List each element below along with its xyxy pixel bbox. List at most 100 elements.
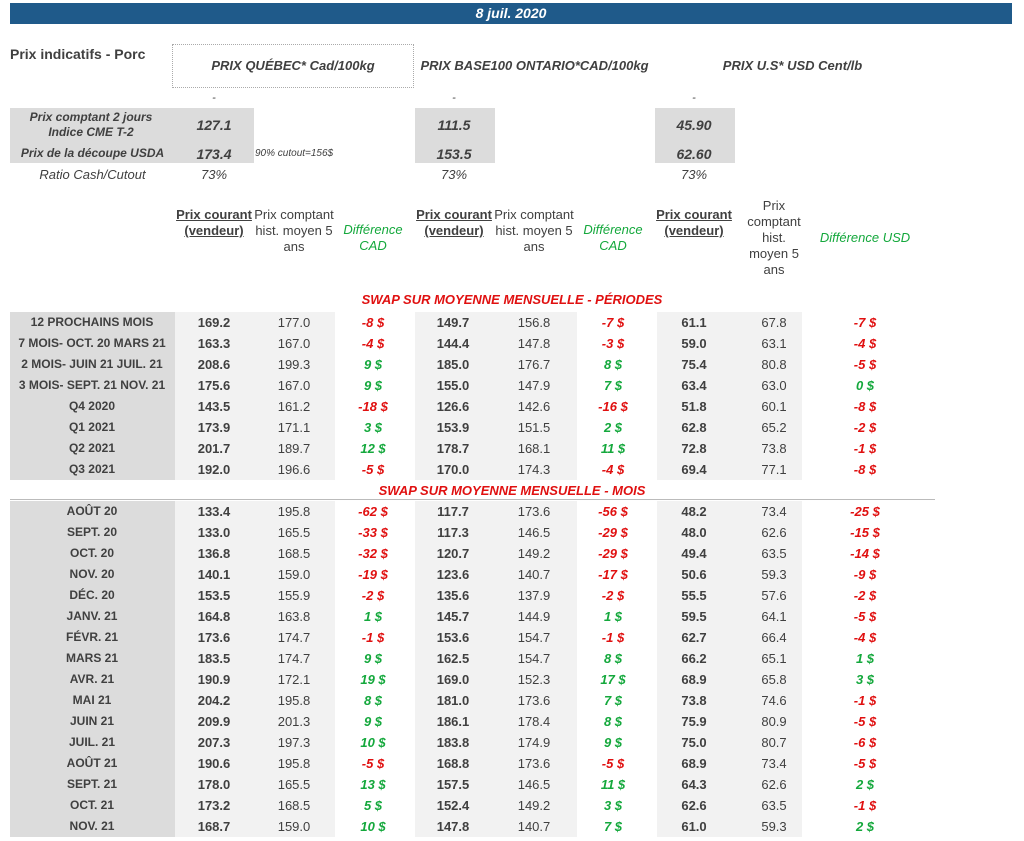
hist-avg-price: 73.4 xyxy=(761,504,787,519)
hist-avg-price: 142.6 xyxy=(517,399,551,414)
difference: -2 $ xyxy=(361,588,385,603)
hist-avg-price: 59.3 xyxy=(761,819,787,834)
summary-cutout: 62.60 xyxy=(676,146,712,162)
difference: 12 $ xyxy=(360,441,386,456)
difference: -33 $ xyxy=(358,525,388,540)
row-label: Q2 2021 xyxy=(68,441,116,455)
hist-avg-price: 195.8 xyxy=(277,504,311,519)
hist-avg-price: 65.2 xyxy=(761,420,787,435)
current-price: 63.4 xyxy=(681,378,707,393)
hist-avg-price: 80.8 xyxy=(761,357,787,372)
hist-avg-price: 147.9 xyxy=(517,378,551,393)
hist-avg-price: 147.8 xyxy=(517,336,551,351)
row-label: 12 PROCHAINS MOIS xyxy=(30,315,154,329)
row-label: MARS 21 xyxy=(65,651,118,665)
current-price: 75.9 xyxy=(681,714,707,729)
table-row: FÉVR. 21 173.6 174.7 -1 $ 153.6 154.7 -1 $ 62.7… xyxy=(0,627,1024,648)
row-label: 3 MOIS- SEPT. 21 NOV. 21 xyxy=(18,378,166,392)
difference: 7 $ xyxy=(603,378,623,393)
hist-avg-price: 174.7 xyxy=(277,651,311,666)
difference: -7 $ xyxy=(601,315,625,330)
current-price: 133.4 xyxy=(197,504,231,519)
difference: -15 $ xyxy=(850,525,880,540)
difference: -18 $ xyxy=(358,399,388,414)
difference: 0 $ xyxy=(855,378,875,393)
label-ratio: Ratio Cash/Cutout xyxy=(39,167,146,182)
difference: -6 $ xyxy=(853,735,877,750)
difference: -14 $ xyxy=(850,546,880,561)
hist-avg-price: 62.6 xyxy=(761,525,787,540)
difference: 3 $ xyxy=(603,798,623,813)
cutout-note: 90% cutout=156$ xyxy=(255,148,334,159)
row-label: FÉVR. 21 xyxy=(65,630,119,644)
difference: -2 $ xyxy=(853,588,877,603)
row-label: 2 MOIS- JUIN 21 JUIL. 21 xyxy=(21,357,163,371)
difference: 8 $ xyxy=(363,693,383,708)
difference: 13 $ xyxy=(360,777,386,792)
difference: 3 $ xyxy=(855,672,875,687)
difference: 1 $ xyxy=(363,609,383,624)
table-row: SEPT. 20 133.0 165.5 -33 $ 117.3 146.5 -29 $ 48… xyxy=(0,522,1024,543)
row-label: DÉC. 20 xyxy=(69,588,115,602)
hist-avg-price: 189.7 xyxy=(277,441,311,456)
difference: 9 $ xyxy=(363,378,383,393)
column-header-current: Prix courant (vendeur) xyxy=(656,207,732,238)
difference: -1 $ xyxy=(361,630,385,645)
hist-avg-price: 152.3 xyxy=(517,672,551,687)
difference: -1 $ xyxy=(853,441,877,456)
hist-avg-price: 174.3 xyxy=(517,462,551,477)
hist-avg-price: 159.0 xyxy=(277,819,311,834)
hist-avg-price: 171.1 xyxy=(277,420,311,435)
difference: -16 $ xyxy=(598,399,628,414)
table-row: 7 MOIS- OCT. 20 MARS 21 163.3 167.0 -4 $ 144… xyxy=(0,333,1024,354)
current-price: 183.8 xyxy=(436,735,470,750)
hist-avg-price: 137.9 xyxy=(517,588,551,603)
current-price: 64.3 xyxy=(681,777,707,792)
difference: -5 $ xyxy=(853,357,877,372)
difference: -4 $ xyxy=(853,336,877,351)
row-label: SEPT. 20 xyxy=(66,525,118,539)
summary-cutout: 173.4 xyxy=(196,146,232,162)
hist-avg-price: 63.0 xyxy=(761,378,787,393)
table-row: SEPT. 21 178.0 165.5 13 $ 157.5 146.5 11 $ 64.3… xyxy=(0,774,1024,795)
hist-avg-price: 173.6 xyxy=(517,504,551,519)
hist-avg-price: 176.7 xyxy=(517,357,551,372)
difference: -2 $ xyxy=(601,588,625,603)
current-price: 55.5 xyxy=(681,588,707,603)
hist-avg-price: 173.6 xyxy=(517,693,551,708)
hist-avg-price: 168.5 xyxy=(277,546,311,561)
current-price: 168.7 xyxy=(197,819,231,834)
hist-avg-price: 167.0 xyxy=(277,378,311,393)
summary-ratio: 73% xyxy=(680,167,708,182)
header-ontario: PRIX BASE100 ONTARIO*CAD/100kg xyxy=(420,58,649,73)
current-price: 73.8 xyxy=(681,693,707,708)
current-price: 147.8 xyxy=(436,819,470,834)
difference: 9 $ xyxy=(363,651,383,666)
difference: -5 $ xyxy=(853,714,877,729)
hist-avg-price: 199.3 xyxy=(277,357,311,372)
hist-avg-price: 62.6 xyxy=(761,777,787,792)
current-price: 145.7 xyxy=(436,609,470,624)
hist-avg-price: 151.5 xyxy=(517,420,551,435)
current-price: 173.9 xyxy=(197,420,231,435)
current-price: 123.6 xyxy=(436,567,470,582)
current-price: 164.8 xyxy=(197,609,231,624)
summary-dash: - xyxy=(212,92,216,104)
hist-avg-price: 80.9 xyxy=(761,714,787,729)
current-price: 48.2 xyxy=(681,504,707,519)
hist-avg-price: 174.9 xyxy=(517,735,551,750)
hist-avg-price: 195.8 xyxy=(277,756,311,771)
current-price: 61.1 xyxy=(681,315,707,330)
hist-avg-price: 60.1 xyxy=(761,399,787,414)
summary-dash: - xyxy=(452,92,456,104)
difference: -25 $ xyxy=(850,504,880,519)
current-price: 208.6 xyxy=(197,357,231,372)
current-price: 207.3 xyxy=(197,735,231,750)
column-header-diff-usd: Différence USD xyxy=(819,230,911,245)
table-row: Q4 2020 143.5 161.2 -18 $ 126.6 142.6 -16 $ 51.… xyxy=(0,396,1024,417)
difference: -5 $ xyxy=(601,756,625,771)
summary-cash: 127.1 xyxy=(196,117,232,133)
current-price: 48.0 xyxy=(681,525,707,540)
hist-avg-price: 155.9 xyxy=(277,588,311,603)
difference: -1 $ xyxy=(853,798,877,813)
